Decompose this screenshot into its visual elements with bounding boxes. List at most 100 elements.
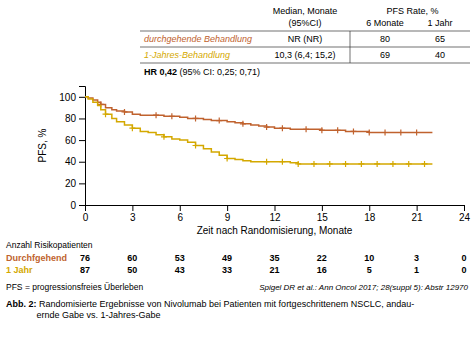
censor-mark <box>193 115 199 121</box>
risk-count: 3 <box>414 253 419 263</box>
censor-mark <box>103 111 109 117</box>
x-tick: 21 <box>412 205 424 223</box>
risk-count: 16 <box>317 265 327 275</box>
x-tick-mark <box>417 205 418 211</box>
censor-mark <box>303 126 309 132</box>
x-tick-mark <box>322 205 323 211</box>
x-tick-label: 9 <box>225 212 231 223</box>
x-axis-line <box>86 206 465 212</box>
risk-count: 5 <box>367 265 372 275</box>
risk-count: 35 <box>269 253 279 263</box>
plot-area <box>85 97 432 167</box>
x-tick-label: 24 <box>459 212 471 223</box>
x-tick-label: 18 <box>364 212 376 223</box>
x-tick: 12 <box>269 205 281 223</box>
censor-mark <box>319 127 325 133</box>
risk-count: 50 <box>127 265 137 275</box>
y-tick-mark <box>79 183 85 184</box>
censor-mark <box>343 161 349 167</box>
censor-mark <box>279 159 285 165</box>
x-tick: 15 <box>317 205 329 223</box>
x-tick-mark <box>275 205 276 211</box>
x-tick: 0 <box>83 205 89 223</box>
x-tick-label: 12 <box>269 212 281 223</box>
censor-mark <box>169 113 175 119</box>
table-rate: 80 <box>380 34 390 44</box>
risk-count: 49 <box>222 253 232 263</box>
table-rule <box>140 63 470 64</box>
x-tick-label: 3 <box>130 212 136 223</box>
x-tick-label: 21 <box>412 212 424 223</box>
x-tick-mark <box>132 205 133 211</box>
censor-mark <box>335 127 341 133</box>
table-row-label: 1-Jahres-Behandlung <box>144 50 230 60</box>
caption-text: Randomisierte Ergebnisse von Nivolumab b… <box>37 299 415 320</box>
censor-mark <box>264 159 270 165</box>
censor-mark <box>422 161 428 167</box>
y-tick: 0 <box>70 200 85 211</box>
y-tick-label: 60 <box>65 135 77 146</box>
table-rate: 69 <box>380 50 390 60</box>
y-axis-title: PFS, % <box>37 128 48 162</box>
table-divider <box>350 31 351 63</box>
risk-row-label: Durchfgehend <box>6 253 67 263</box>
y-tick: 20 <box>65 178 85 189</box>
y-axis-line <box>79 87 86 206</box>
x-tick: 3 <box>130 205 136 223</box>
risk-count: 1 <box>414 265 419 275</box>
x-axis-title: Zeit nach Randomisierung, Monate <box>197 225 353 236</box>
censor-mark <box>350 128 356 134</box>
censor-mark <box>390 161 396 167</box>
x-tick-label: 6 <box>177 212 183 223</box>
hazard-ratio-value: HR 0,42 <box>144 67 177 77</box>
censor-mark <box>279 125 285 131</box>
y-tick: 80 <box>65 113 85 124</box>
km-curve <box>85 97 432 164</box>
table-header: (95%CI) <box>288 18 321 28</box>
risk-count: 43 <box>175 265 185 275</box>
risk-count: 53 <box>175 253 185 263</box>
censor-mark <box>358 161 364 167</box>
censor-mark <box>153 112 159 118</box>
censor-mark <box>121 109 127 115</box>
x-tick-label: 0 <box>83 212 89 223</box>
y-tick-label: 40 <box>65 156 77 167</box>
censor-mark <box>374 161 380 167</box>
risk-count: 10 <box>364 253 374 263</box>
censor-mark <box>398 130 404 136</box>
y-tick-mark <box>79 118 85 119</box>
censor-mark <box>406 161 412 167</box>
hazard-ratio: HR 0,42 (95% CI: 0,25; 0,71) <box>144 67 260 77</box>
censor-mark <box>295 161 301 167</box>
y-tick: 60 <box>65 135 85 146</box>
table-rule <box>140 47 470 48</box>
caption-label: Abb. 2: <box>6 299 37 309</box>
summary-table: Median, Monate(95%CI)PFS Rate, %6 Monate… <box>140 6 470 77</box>
risk-row-label: 1 Jahr <box>6 265 33 275</box>
y-tick-label: 0 <box>70 200 76 211</box>
x-tick-mark <box>227 205 228 211</box>
y-axis: 020406080100 <box>59 87 85 211</box>
risk-count: 76 <box>80 253 90 263</box>
censor-mark <box>264 124 270 130</box>
chart: 03691215182124020406080100Zeit nach Rand… <box>0 0 474 345</box>
table-header: 1 Jahr <box>427 18 452 28</box>
table-median: 10,3 (6,4; 15,2) <box>274 50 335 60</box>
table-header: Median, Monate <box>273 6 338 16</box>
censor-mark <box>161 134 167 140</box>
table-header: 6 Monate <box>366 18 404 28</box>
censor-mark <box>193 143 199 149</box>
table-rate: 40 <box>435 50 445 60</box>
risk-count: 21 <box>269 265 279 275</box>
y-tick-mark <box>79 205 85 206</box>
x-tick-mark <box>464 205 465 211</box>
censor-mark <box>414 130 420 136</box>
x-tick-mark <box>369 205 370 211</box>
risk-table: Anzahl RisikopatientenDurchfgehend766053… <box>6 240 467 275</box>
table-rate: 65 <box>435 34 445 44</box>
table-rule <box>140 31 470 32</box>
censor-mark <box>382 130 388 136</box>
risk-count: 22 <box>317 253 327 263</box>
x-tick: 6 <box>177 205 183 223</box>
km-curve <box>85 97 432 133</box>
